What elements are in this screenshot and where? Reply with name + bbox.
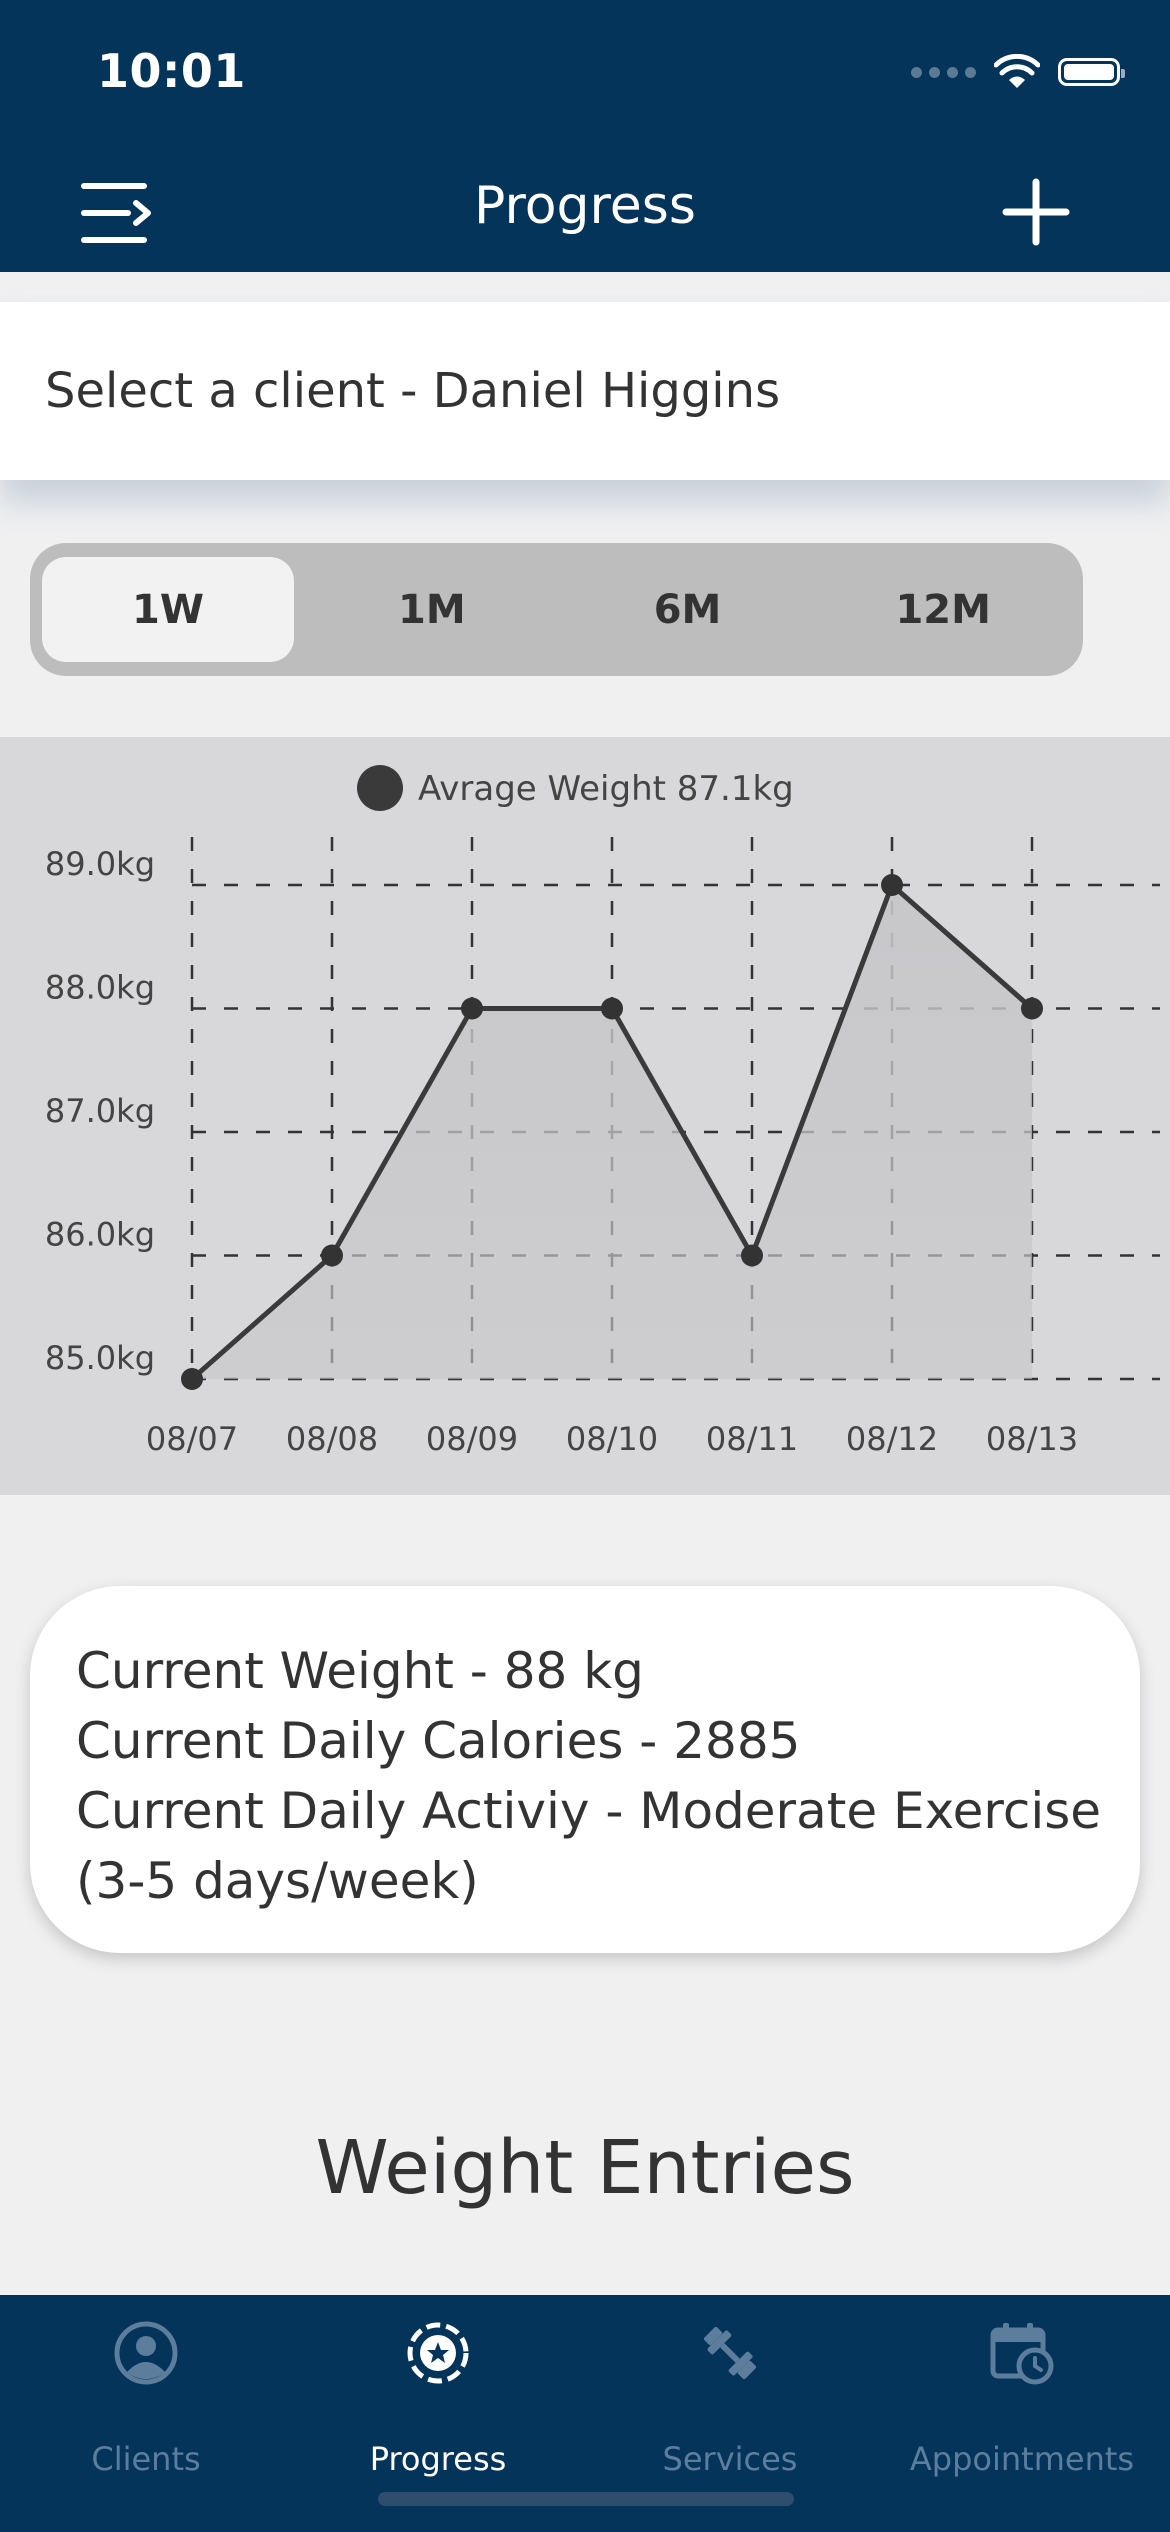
legend-label: Avrage Weight 87.1kg [418,769,794,809]
tab-label: Services [662,2440,798,2478]
y-tick-label: 87.0kg [45,1092,155,1130]
y-tick-label: 85.0kg [45,1339,155,1377]
data-point [181,1368,203,1390]
cellular-signal-icon [911,66,976,78]
tab-services[interactable]: Services [584,2295,876,2478]
weight-chart: 85.0kg 86.0kg 87.0kg 88.0kg 89.0kg 08/07 08/08… [0,737,1170,1495]
y-tick-label: 88.0kg [45,969,155,1007]
series-area [192,885,1032,1379]
x-tick-label: 08/07 [146,1420,238,1458]
legend-marker [357,765,403,811]
current-weight-text: Current Weight - 88 kg [76,1642,644,1700]
status-indicators [911,52,1125,92]
y-tick-label: 89.0kg [45,845,155,883]
x-tick-label: 08/12 [846,1420,938,1458]
x-tick-label: 08/08 [286,1420,378,1458]
star-badge-icon [407,2322,469,2384]
tab-appointments[interactable]: Appointments [876,2295,1168,2478]
menu-button[interactable] [80,180,152,246]
status-time: 10:01 [97,44,246,98]
page-title: Progress [474,176,696,236]
segment-1m[interactable]: 1M [398,586,466,633]
wifi-icon [994,54,1040,88]
tab-label: Clients [91,2440,201,2478]
home-indicator [378,2492,794,2506]
add-button[interactable] [1000,176,1072,248]
dumbbell-icon [703,2326,757,2380]
data-point [601,997,623,1020]
data-point [321,1244,343,1267]
tab-label: Appointments [909,2440,1135,2478]
segment-12m[interactable]: 12M [895,586,991,633]
client-select-label: Select a client - Daniel Higgins [45,363,781,419]
menu-icon [81,183,151,243]
data-point [741,1244,763,1267]
current-calories-text: Current Daily Calories - 2885 [76,1712,801,1770]
battery-icon [1058,58,1125,86]
period-segmented-control: 1W 1M 6M 12M [30,543,1083,676]
user-circle-icon [114,2321,178,2385]
x-tick-label: 08/13 [986,1420,1078,1458]
client-stats-card: Current Weight - 88 kg Current Daily Cal… [30,1586,1140,1953]
y-tick-label: 86.0kg [45,1216,155,1254]
tab-progress[interactable]: Progress [292,2295,584,2478]
tab-clients[interactable]: Clients [0,2295,292,2478]
weight-entries-title: Weight Entries [315,2125,855,2211]
data-point [461,997,483,1020]
client-select[interactable]: Select a client - Daniel Higgins [0,302,1170,480]
data-point [1021,997,1043,1020]
data-point [881,874,903,896]
weight-chart-svg: 85.0kg 86.0kg 87.0kg 88.0kg 89.0kg 08/07 08/08… [45,765,1160,1458]
plus-icon [1002,178,1070,246]
current-activity-detail-text: (3-5 days/week) [76,1852,479,1910]
bottom-tab-bar: Clients Progress Services [0,2295,1170,2532]
x-tick-label: 08/10 [566,1420,658,1458]
tab-label: Progress [369,2440,507,2478]
x-tick-label: 08/11 [706,1420,798,1458]
x-tick-label: 08/09 [426,1420,518,1458]
current-activity-text: Current Daily Activiy - Moderate Exercis… [76,1782,1102,1840]
app-header: 10:01 Progress [0,0,1170,272]
calendar-clock-icon [990,2323,1054,2385]
segment-1w[interactable]: 1W [42,557,294,662]
segment-6m[interactable]: 6M [653,586,722,633]
